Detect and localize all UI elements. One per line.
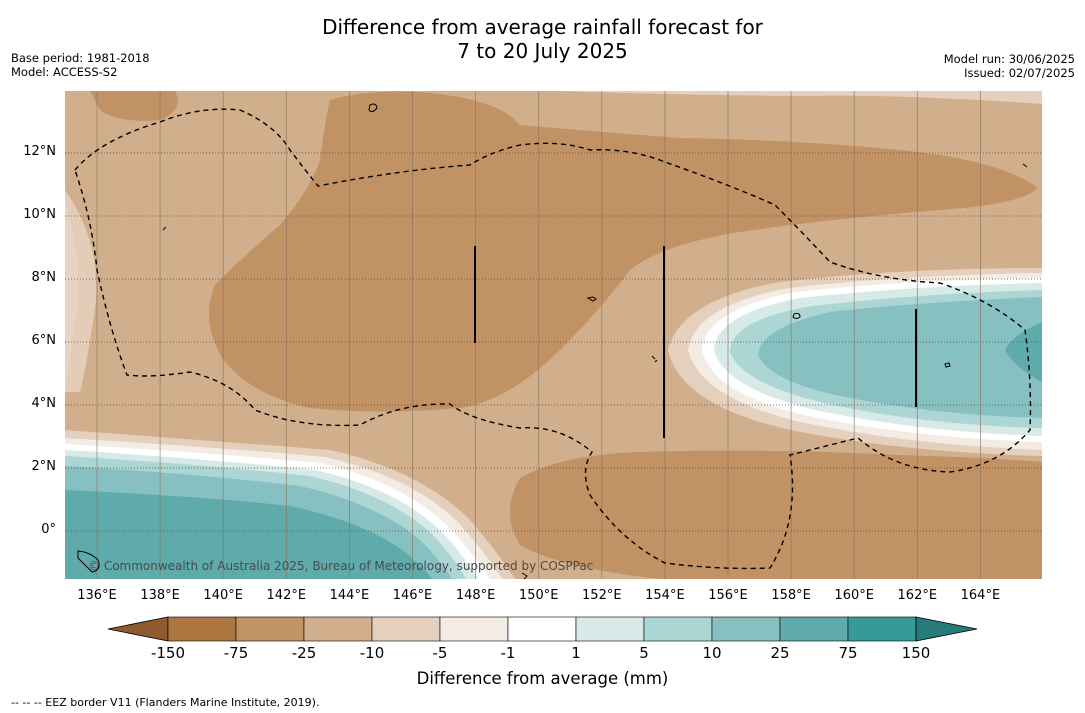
colorbar-tick: 75 [838,644,858,662]
lon-label: 162°E [897,588,938,603]
colorbar-swatch [235,616,305,642]
colorbar-tick: -75 [223,644,249,662]
colorbar-tick: 10 [702,644,722,662]
lon-label: 150°E [518,588,559,603]
colorbar-extend-low [107,616,169,642]
markers [474,246,917,438]
title-line-2: 7 to 20 July 2025 [457,39,628,63]
issued-date: Issued: 02/07/2025 [964,66,1075,80]
colorbar-title: Difference from average (mm) [416,669,669,688]
lat-label: 10°N [23,207,56,222]
colorbar-swatch [371,616,441,642]
lon-label: 160°E [834,588,874,603]
field-left-light [65,190,97,392]
field-top-light [560,91,1042,104]
lon-label: 164°E [960,588,1001,603]
lat-label: 8°N [31,270,57,285]
gridlines [65,91,1042,579]
lon-label: 154°E [645,588,685,603]
island-3 [586,296,597,302]
colorbar-swatch [575,616,645,642]
colorbar-swatch [643,616,713,642]
island-7 [1022,163,1028,168]
lat-label: 12°N [23,144,56,159]
colorbar-swatch [167,616,237,642]
colorbar-tick: 25 [770,644,790,662]
lat-label: 4°N [31,396,57,411]
island-8 [77,550,100,573]
lon-label: 156°E [708,588,748,603]
meta-left: Base period: 1981-2018 Model: ACCESS-S2 [11,51,150,79]
sw-l7 [65,490,432,579]
colorbar-swatch [847,616,917,642]
field-south-dry [510,450,1042,579]
wet-l6 [758,297,1042,418]
colorbar-swatch [439,616,509,642]
colorbar-tick: -25 [291,644,317,662]
colorbar-extend-high [915,616,978,642]
copyright-notice: © Commonwealth of Australia 2025, Bureau… [88,559,594,573]
island-1 [368,103,378,113]
colorbar-tick: -150 [150,644,186,662]
rainfall-field [65,91,1042,579]
island-5 [944,362,951,368]
lon-label: 146°E [392,588,433,603]
colorbar-tick: -1 [500,644,516,662]
colorbar [107,616,978,642]
lat-label: 6°N [31,333,57,348]
base-period: Base period: 1981-2018 [11,51,150,65]
colorbar-swatch [779,616,849,642]
colorbar-swatch [711,616,781,642]
colorbar-tick: 5 [639,644,649,662]
islands [77,103,1028,580]
map-title: Difference from average rainfall forecas… [0,15,1085,63]
lon-label: 148°E [455,588,496,603]
colorbar-swatch [507,616,577,642]
lat-label: 2°N [31,459,57,474]
colorbar-tick: 150 [901,644,931,662]
lon-label: 136°E [77,588,117,603]
island-2 [162,226,167,231]
lon-label: 158°E [771,588,811,603]
island-9 [521,572,528,580]
eez-fsm [74,108,1032,570]
lon-label: 142°E [266,588,307,603]
model-name: Model: ACCESS-S2 [11,65,118,79]
island-4 [792,312,801,319]
lat-label: 0° [41,522,56,537]
colorbar-tick: -10 [359,644,385,662]
field-main-dry [208,91,1038,412]
lon-label: 140°E [203,588,243,603]
model-run: Model run: 30/06/2025 [943,52,1075,66]
lon-label: 144°E [329,588,370,603]
title-line-1: Difference from average rainfall forecas… [322,15,763,39]
colorbar-tick: -5 [432,644,448,662]
island-6 [651,355,658,363]
footnote: -- -- -- EEZ border V11 (Flanders Marine… [11,696,320,709]
colorbar-tick: 1 [571,644,581,662]
meta-right: Model run: 30/06/2025 Issued: 02/07/2025 [944,52,1075,80]
colorbar-swatch [303,616,373,642]
field-blob-topleft [90,91,178,121]
wet-core [1005,322,1042,382]
lon-label: 138°E [140,588,180,603]
lon-label: 152°E [582,588,622,603]
eez-borders [74,108,1032,570]
